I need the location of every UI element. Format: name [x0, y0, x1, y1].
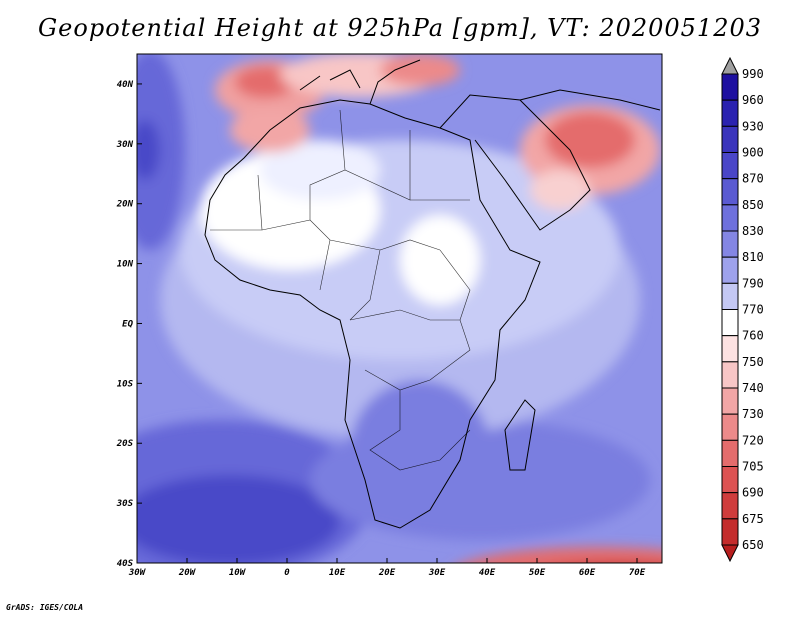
colorbar-top-arrow [721, 56, 739, 75]
credit-label: GrADS: IGES/COLA [6, 603, 84, 612]
chart-title: Geopotential Height at 925hPa [gpm], VT:… [38, 14, 762, 42]
x-tick-label: 40E [479, 568, 496, 578]
colorbar-swatch [721, 335, 739, 363]
x-tick-label: 50E [529, 568, 546, 578]
colorbar-level-label: 730 [742, 407, 764, 421]
y-tick-label: 20S [116, 439, 134, 449]
x-tick-label: 70E [629, 568, 646, 578]
colorbar-level-label: 720 [742, 433, 764, 447]
colorbar-swatch [721, 361, 739, 389]
x-tick-label: 30E [428, 568, 446, 578]
colorbar-swatch [721, 230, 739, 258]
colorbar-level-label: 750 [742, 355, 764, 369]
y-tick-label: 40S [117, 559, 134, 569]
colorbar-swatch [721, 73, 739, 101]
colorbar-swatch [721, 439, 739, 468]
colorbar-swatch [721, 309, 739, 337]
colorbar-swatch [721, 99, 739, 127]
x-tick-label: 20W [178, 568, 197, 578]
colorbar-level-label: 690 [742, 486, 764, 500]
y-tick-label: 10N [117, 260, 134, 270]
colorbar-level-label: 675 [742, 512, 764, 526]
colorbar-swatch [721, 413, 739, 441]
x-axis-ticks: 30W 20W 10W 0 10E 20E 30E 40E 50E 60E 70E [128, 558, 646, 578]
map-frame [136, 53, 663, 564]
colorbar-level-label: 960 [742, 93, 764, 107]
y-tick-label: 10S [117, 379, 134, 389]
colorbar-swatch [721, 492, 739, 520]
colorbar-swatch [721, 152, 739, 180]
colorbar-level-label: 850 [742, 198, 764, 212]
coastlines [204, 59, 661, 529]
colorbar-level-label: 740 [742, 381, 764, 395]
colorbar-swatch [721, 466, 739, 494]
y-tick-label: 20N [116, 200, 134, 210]
colorbar-level-label: 900 [742, 146, 764, 160]
x-tick-label: 10E [329, 568, 346, 578]
colorbar-level-label: 810 [742, 250, 764, 264]
y-tick-label: 30S [116, 499, 134, 509]
colorbar-level-label: 760 [742, 329, 764, 343]
borders [210, 109, 471, 471]
x-tick-label: 0 [284, 568, 290, 578]
x-tick-label: 20E [378, 568, 396, 578]
y-tick-label: 40N [117, 80, 134, 90]
y-tick-label: EQ [122, 319, 133, 329]
geopotential-field [137, 54, 662, 563]
colorbar-swatch [721, 256, 739, 284]
colorbar-level-label: 830 [742, 224, 764, 238]
x-tick-label: 10W [229, 568, 247, 578]
colorbar-level-label: 790 [742, 276, 764, 290]
colorbar: 990 960 930 900 870 850 830 810 790 770 760 750 740 7… [721, 56, 764, 563]
y-axis-ticks: 40N 30N 20N 10N EQ 10S 20S 30S 40S [116, 80, 142, 569]
colorbar-bottom-arrow [721, 544, 739, 563]
colorbar-swatch [721, 178, 739, 206]
x-tick-label: 30W [128, 568, 147, 578]
colorbar-level-label: 990 [742, 67, 764, 81]
colorbar-level-label: 770 [742, 303, 764, 317]
colorbar-swatch [721, 282, 739, 311]
x-tick-label: 60E [579, 568, 596, 578]
colorbar-level-label: 705 [742, 460, 764, 474]
colorbar-swatch [721, 204, 739, 232]
colorbar-swatch [721, 387, 739, 415]
colorbar-level-label: 650 [742, 538, 764, 552]
colorbar-swatch [721, 125, 739, 154]
colorbar-level-label: 930 [742, 119, 764, 133]
colorbar-swatch [721, 518, 739, 546]
colorbar-level-label: 870 [742, 172, 764, 186]
y-tick-label: 30N [116, 140, 134, 150]
